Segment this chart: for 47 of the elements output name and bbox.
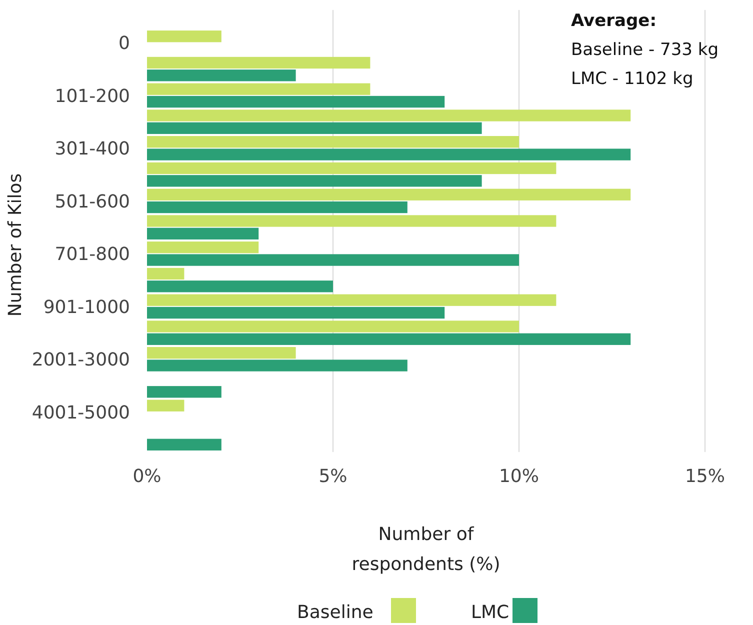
bar xyxy=(147,386,222,398)
y-tick-label: 101-200 xyxy=(54,86,130,107)
bar xyxy=(147,201,408,214)
bar xyxy=(147,215,556,227)
bar xyxy=(147,30,222,42)
y-axis-title: Number of Kilos xyxy=(5,173,26,317)
x-tick-label: 15% xyxy=(684,466,726,487)
bar xyxy=(147,347,296,359)
y-tick-label: 901-1000 xyxy=(43,296,130,318)
bar xyxy=(147,148,631,160)
bar xyxy=(147,280,333,292)
annotation: Average: xyxy=(571,11,657,31)
y-tick-label: 0 xyxy=(118,33,130,54)
y-tick-label: 501-600 xyxy=(54,191,130,212)
bar xyxy=(147,83,370,95)
bar xyxy=(147,438,222,450)
legend-label: LMC xyxy=(471,602,510,623)
annotation: LMC - 1102 kg xyxy=(571,69,694,89)
bar xyxy=(147,333,631,345)
bar xyxy=(147,254,519,266)
bar xyxy=(147,294,556,306)
bar xyxy=(147,136,519,148)
bar xyxy=(147,188,631,200)
bar xyxy=(147,228,259,240)
bar xyxy=(147,96,445,108)
bar xyxy=(147,56,370,69)
bar xyxy=(147,122,482,134)
x-tick-label: 10% xyxy=(498,466,540,487)
bar xyxy=(147,242,259,254)
bar xyxy=(147,268,184,280)
bar xyxy=(147,306,445,319)
x-axis-title: Number of respondents (%) xyxy=(352,524,500,575)
y-tick-label: 701-800 xyxy=(54,244,130,266)
y-tick-label: 2001-3000 xyxy=(32,350,130,371)
annotation: Baseline - 733 kg xyxy=(571,40,719,60)
y-tick-label: 4001-5000 xyxy=(32,402,130,424)
y-tick-label: 301-400 xyxy=(54,138,130,160)
bar xyxy=(147,320,519,332)
x-tick-label: 5% xyxy=(318,466,348,487)
bar xyxy=(147,110,631,122)
bar xyxy=(147,175,482,187)
legend-label: Baseline xyxy=(297,602,374,623)
bar xyxy=(147,400,184,412)
x-tick-label: 0% xyxy=(132,466,162,487)
bar xyxy=(147,162,556,174)
bar xyxy=(147,70,296,82)
bar xyxy=(147,360,408,372)
